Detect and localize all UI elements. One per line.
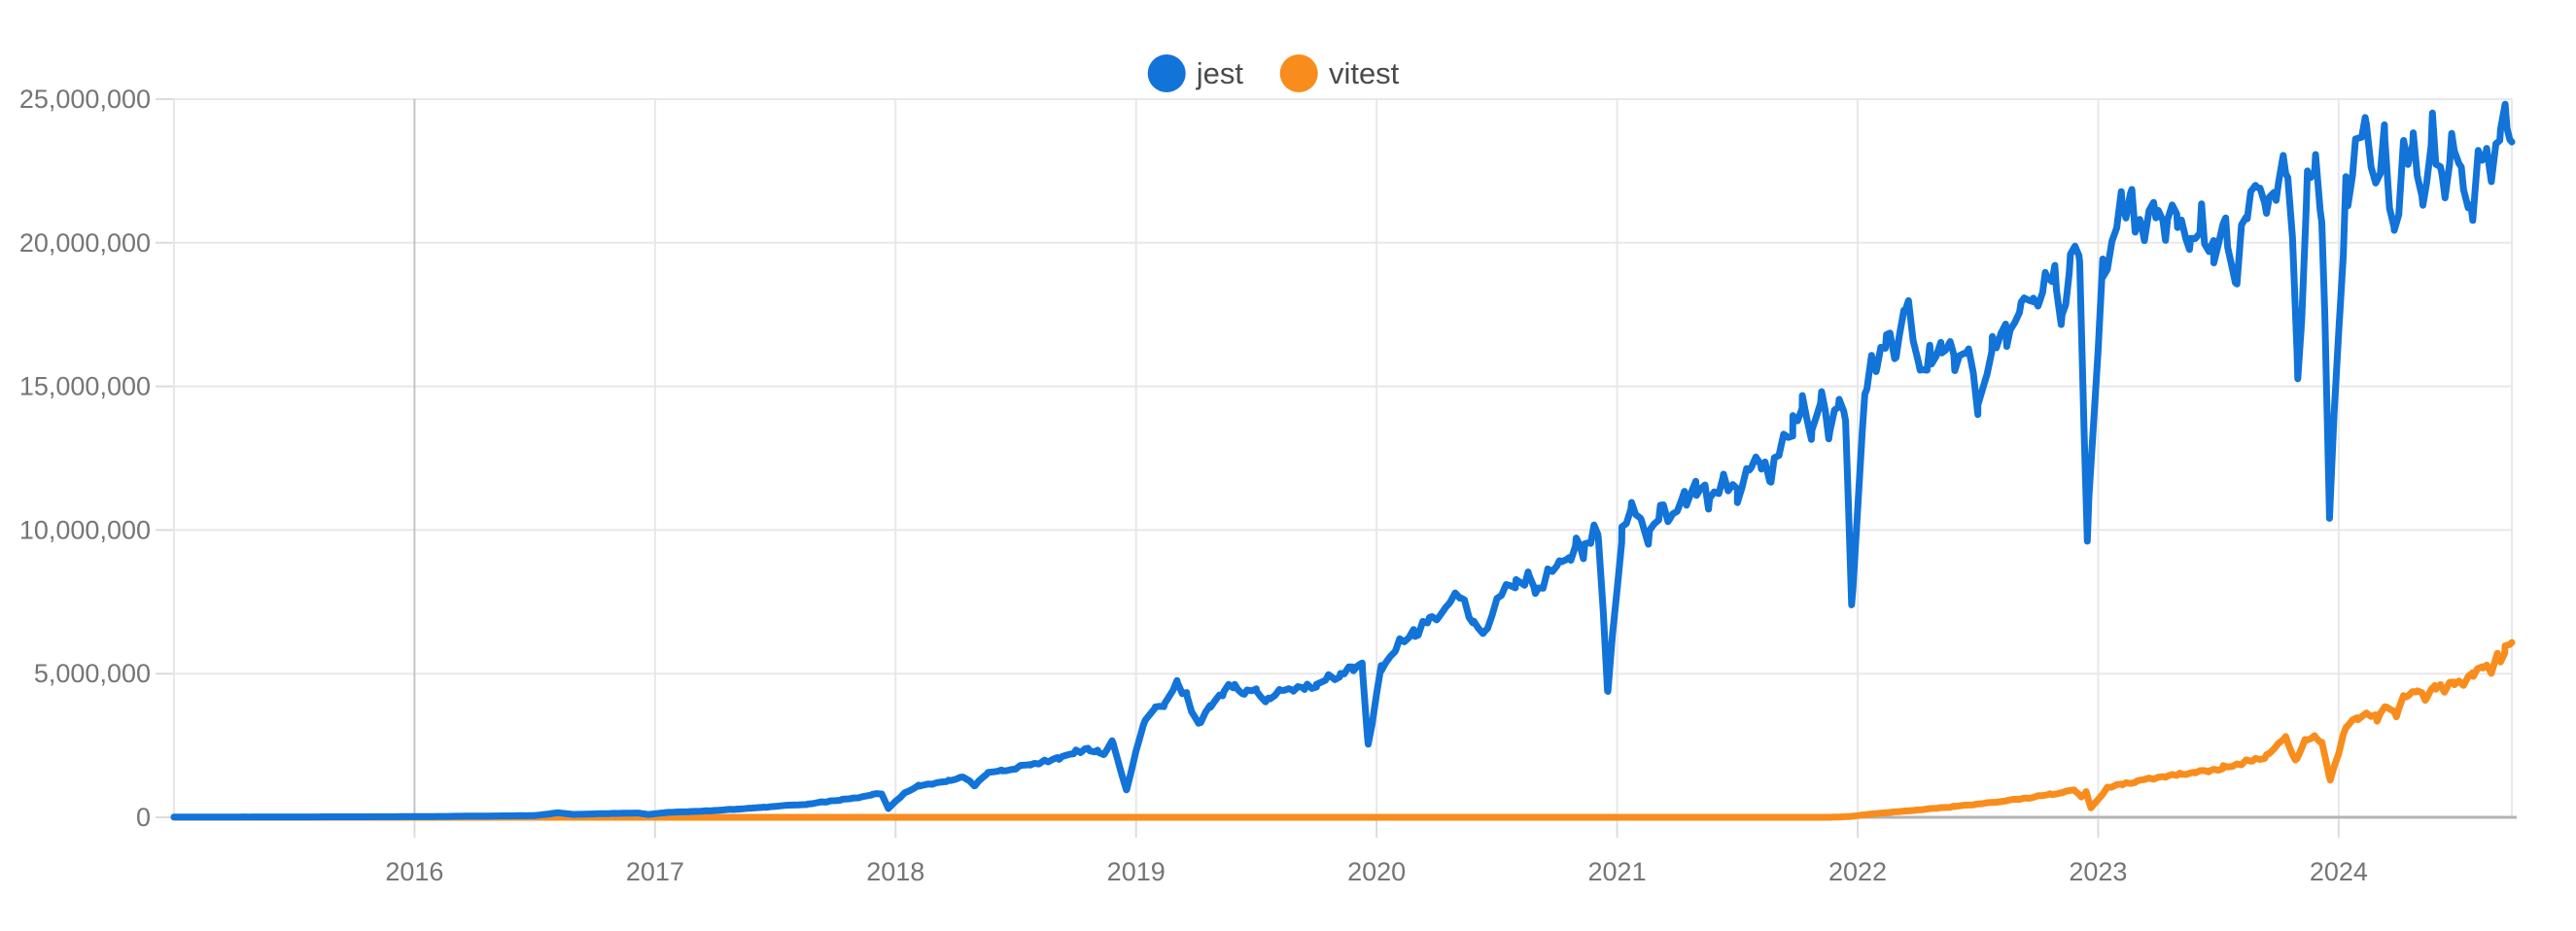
y-axis-tick-label: 15,000,000 [19, 372, 151, 401]
x-axis-tick-label: 2016 [385, 857, 443, 886]
y-axis-tick-label: 0 [136, 803, 151, 832]
x-axis-tick-label: 2017 [626, 857, 684, 886]
x-axis-tick-label: 2024 [2310, 857, 2368, 886]
y-axis-tick-label: 10,000,000 [19, 515, 151, 544]
x-axis-tick-label: 2021 [1588, 857, 1647, 886]
vitest-series-label: vitest [1328, 56, 1400, 90]
y-axis-tick-label: 20,000,000 [19, 228, 151, 258]
vitest-series-color-dot [1279, 54, 1318, 92]
jest-series-line[interactable] [170, 100, 2516, 821]
chart-legend: jest vitest [1147, 54, 1400, 92]
x-axis-tick-label: 2023 [2069, 857, 2127, 886]
x-axis-tick-label: 2022 [1828, 857, 1887, 886]
jest-series-label: jest [1196, 56, 1243, 90]
legend-item-vitest[interactable]: vitest [1279, 54, 1400, 92]
y-axis-tick-label: 25,000,000 [19, 85, 151, 114]
x-axis-tick-label: 2018 [866, 857, 924, 886]
x-axis-tick-label: 2020 [1347, 857, 1406, 886]
x-axis-tick-label: 2019 [1107, 857, 1166, 886]
vitest-series-line[interactable] [170, 638, 2516, 821]
jest-series-color-dot [1147, 54, 1186, 92]
y-axis-tick-label: 5,000,000 [34, 659, 151, 688]
legend-item-jest[interactable]: jest [1147, 54, 1243, 92]
